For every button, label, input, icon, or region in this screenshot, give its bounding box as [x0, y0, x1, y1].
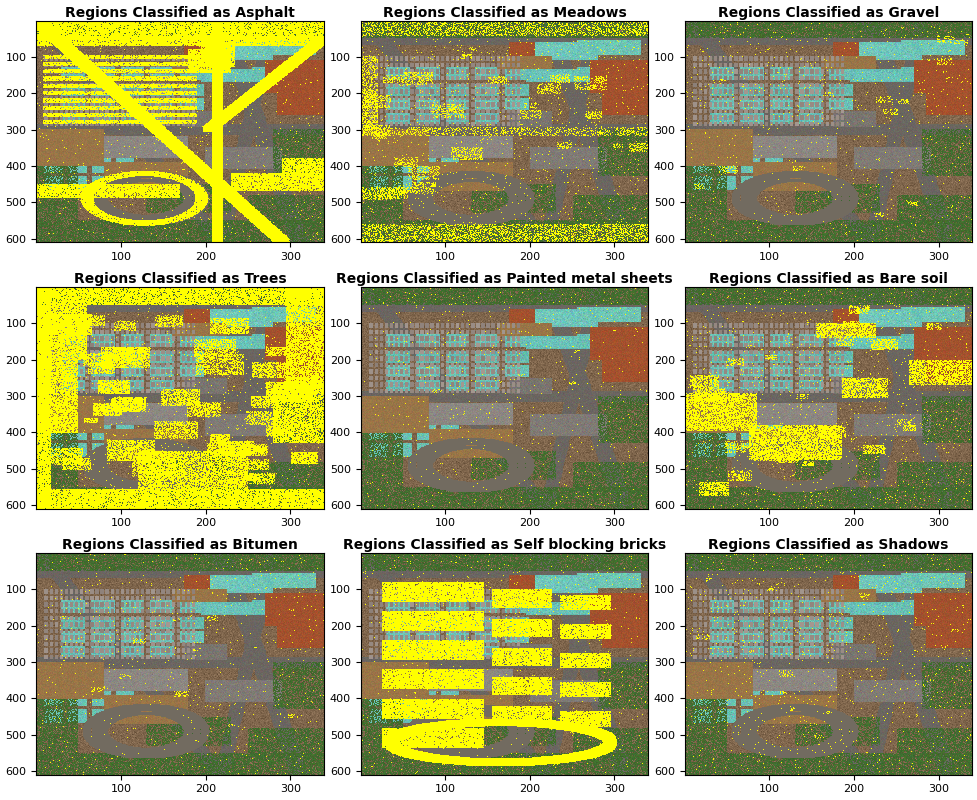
Title: Regions Classified as Bitumen: Regions Classified as Bitumen — [63, 538, 298, 552]
Title: Regions Classified as Painted metal sheets: Regions Classified as Painted metal shee… — [336, 272, 672, 286]
Title: Regions Classified as Self blocking bricks: Regions Classified as Self blocking bric… — [343, 538, 665, 552]
Title: Regions Classified as Meadows: Regions Classified as Meadows — [382, 6, 625, 19]
Title: Regions Classified as Bare soil: Regions Classified as Bare soil — [708, 272, 947, 286]
Title: Regions Classified as Gravel: Regions Classified as Gravel — [717, 6, 938, 19]
Title: Regions Classified as Asphalt: Regions Classified as Asphalt — [65, 6, 295, 19]
Title: Regions Classified as Shadows: Regions Classified as Shadows — [707, 538, 948, 552]
Title: Regions Classified as Trees: Regions Classified as Trees — [74, 272, 286, 286]
